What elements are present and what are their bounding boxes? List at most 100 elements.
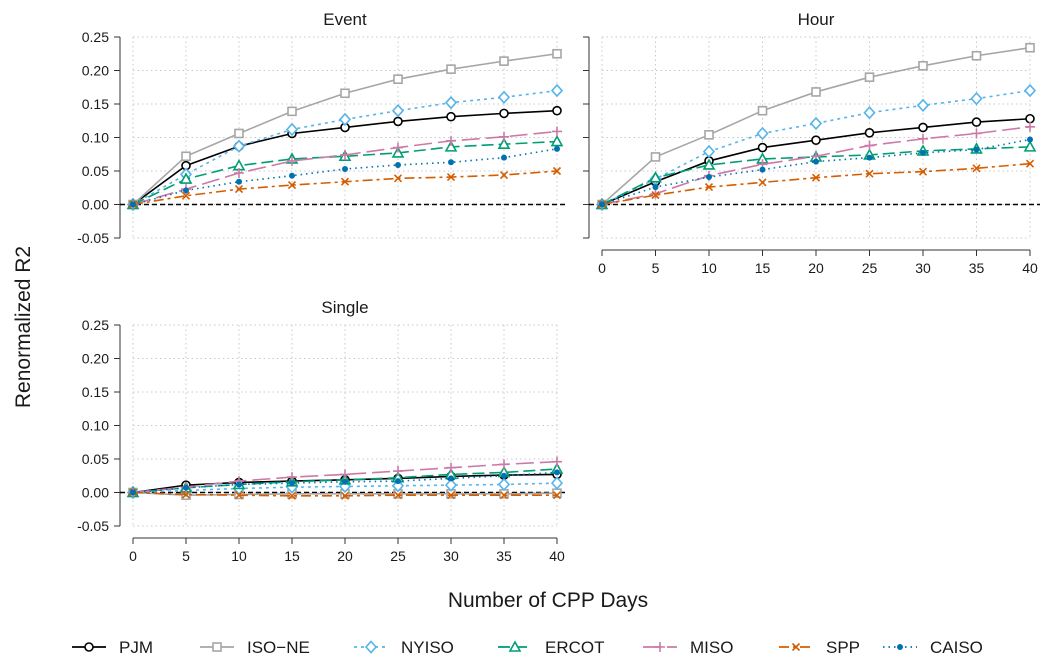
- x-tick-label: 40: [1022, 260, 1038, 276]
- x-tick-label: 5: [652, 260, 660, 276]
- data-point: [130, 201, 136, 208]
- data-point: [918, 167, 928, 176]
- data-point: [444, 478, 458, 492]
- data-point: [759, 166, 766, 173]
- y-tick-label: 0.20: [82, 63, 109, 79]
- y-tick-label: 0.25: [82, 29, 109, 45]
- legend-marker: [655, 642, 665, 652]
- data-point: [918, 133, 928, 144]
- data-point: [289, 172, 295, 179]
- series-spp: [128, 166, 562, 209]
- panel-hour: Hour 0 5 10 15 20 25 30 35 40: [583, 10, 1040, 276]
- legend-label: ISO−NE: [247, 638, 310, 657]
- data-point: [287, 181, 297, 190]
- x-tick-label: 25: [862, 260, 878, 276]
- data-point: [918, 61, 928, 71]
- panel-title: Hour: [798, 10, 835, 29]
- x-tick-label: 5: [182, 548, 190, 564]
- x-tick-label: 30: [915, 260, 931, 276]
- data-point: [501, 472, 507, 479]
- legend-item: NYISO: [354, 638, 454, 657]
- data-point: [183, 187, 189, 194]
- data-point: [446, 64, 456, 74]
- x-tick-label: 15: [284, 548, 300, 564]
- data-point: [289, 480, 295, 487]
- data-point: [702, 158, 716, 170]
- data-point: [393, 491, 403, 500]
- legend-marker: [508, 640, 522, 652]
- legend-label: MISO: [690, 638, 733, 657]
- series-line: [601, 162, 1031, 206]
- data-point: [649, 171, 662, 183]
- data-point: [499, 131, 509, 142]
- data-point: [651, 191, 660, 200]
- x-tick-label: 40: [549, 548, 565, 564]
- data-point: [338, 112, 352, 127]
- data-point: [181, 191, 191, 200]
- data-point: [444, 95, 458, 110]
- data-point: [497, 137, 511, 149]
- data-point: [236, 481, 242, 488]
- data-point: [758, 178, 767, 187]
- data-point: [183, 484, 189, 491]
- data-point: [446, 111, 456, 122]
- data-point: [444, 140, 458, 152]
- x-tick-label: 0: [598, 260, 606, 276]
- data-point: [234, 128, 244, 139]
- x-tick-label: 35: [496, 548, 512, 564]
- series-line: [132, 140, 558, 206]
- series-caiso: [130, 145, 560, 208]
- data-point: [813, 158, 819, 165]
- legend-marker: [364, 640, 378, 654]
- x-tick-label: 10: [231, 548, 247, 564]
- data-point: [1025, 121, 1035, 132]
- data-point: [552, 48, 562, 59]
- legend-item: SPP: [779, 638, 860, 657]
- y-tick-label: 0.10: [82, 130, 109, 146]
- data-point: [340, 469, 350, 480]
- data-point: [811, 173, 821, 182]
- data-point: [865, 169, 874, 178]
- data-point: [499, 56, 509, 66]
- legend-marker: [791, 642, 801, 652]
- data-point: [554, 145, 560, 152]
- data-point: [497, 90, 511, 104]
- data-point: [971, 128, 982, 139]
- data-point: [391, 479, 405, 493]
- data-point: [393, 466, 403, 477]
- series-miso: [128, 126, 562, 210]
- data-point: [287, 106, 297, 117]
- panel-title: Single: [321, 298, 368, 317]
- data-point: [552, 491, 562, 500]
- data-point: [1025, 42, 1035, 53]
- data-point: [342, 165, 348, 172]
- data-point: [866, 154, 873, 161]
- legend-label: NYISO: [401, 638, 454, 657]
- series-caiso: [599, 136, 1033, 208]
- data-point: [446, 462, 456, 473]
- data-point: [234, 185, 244, 194]
- data-point: [499, 108, 509, 119]
- series-spp: [597, 159, 1035, 209]
- y-tick-label: 0.10: [82, 418, 109, 434]
- data-point: [181, 151, 191, 162]
- data-point: [395, 478, 401, 485]
- data-point: [1027, 136, 1033, 143]
- legend-label: ERCOT: [545, 638, 605, 657]
- data-point: [599, 201, 605, 208]
- data-point: [393, 174, 403, 183]
- x-tick-label: 30: [443, 548, 459, 564]
- y-tick-label: 0.15: [82, 96, 109, 112]
- legend-label: SPP: [826, 638, 860, 657]
- data-point: [552, 126, 562, 137]
- data-point: [972, 164, 981, 173]
- data-point: [395, 161, 401, 168]
- data-point: [916, 98, 930, 113]
- data-point: [499, 170, 509, 180]
- data-point: [340, 491, 350, 500]
- data-point: [971, 117, 982, 127]
- data-point: [971, 50, 982, 61]
- x-tick-label: 15: [755, 260, 771, 276]
- data-point: [446, 172, 456, 182]
- data-point: [342, 478, 348, 485]
